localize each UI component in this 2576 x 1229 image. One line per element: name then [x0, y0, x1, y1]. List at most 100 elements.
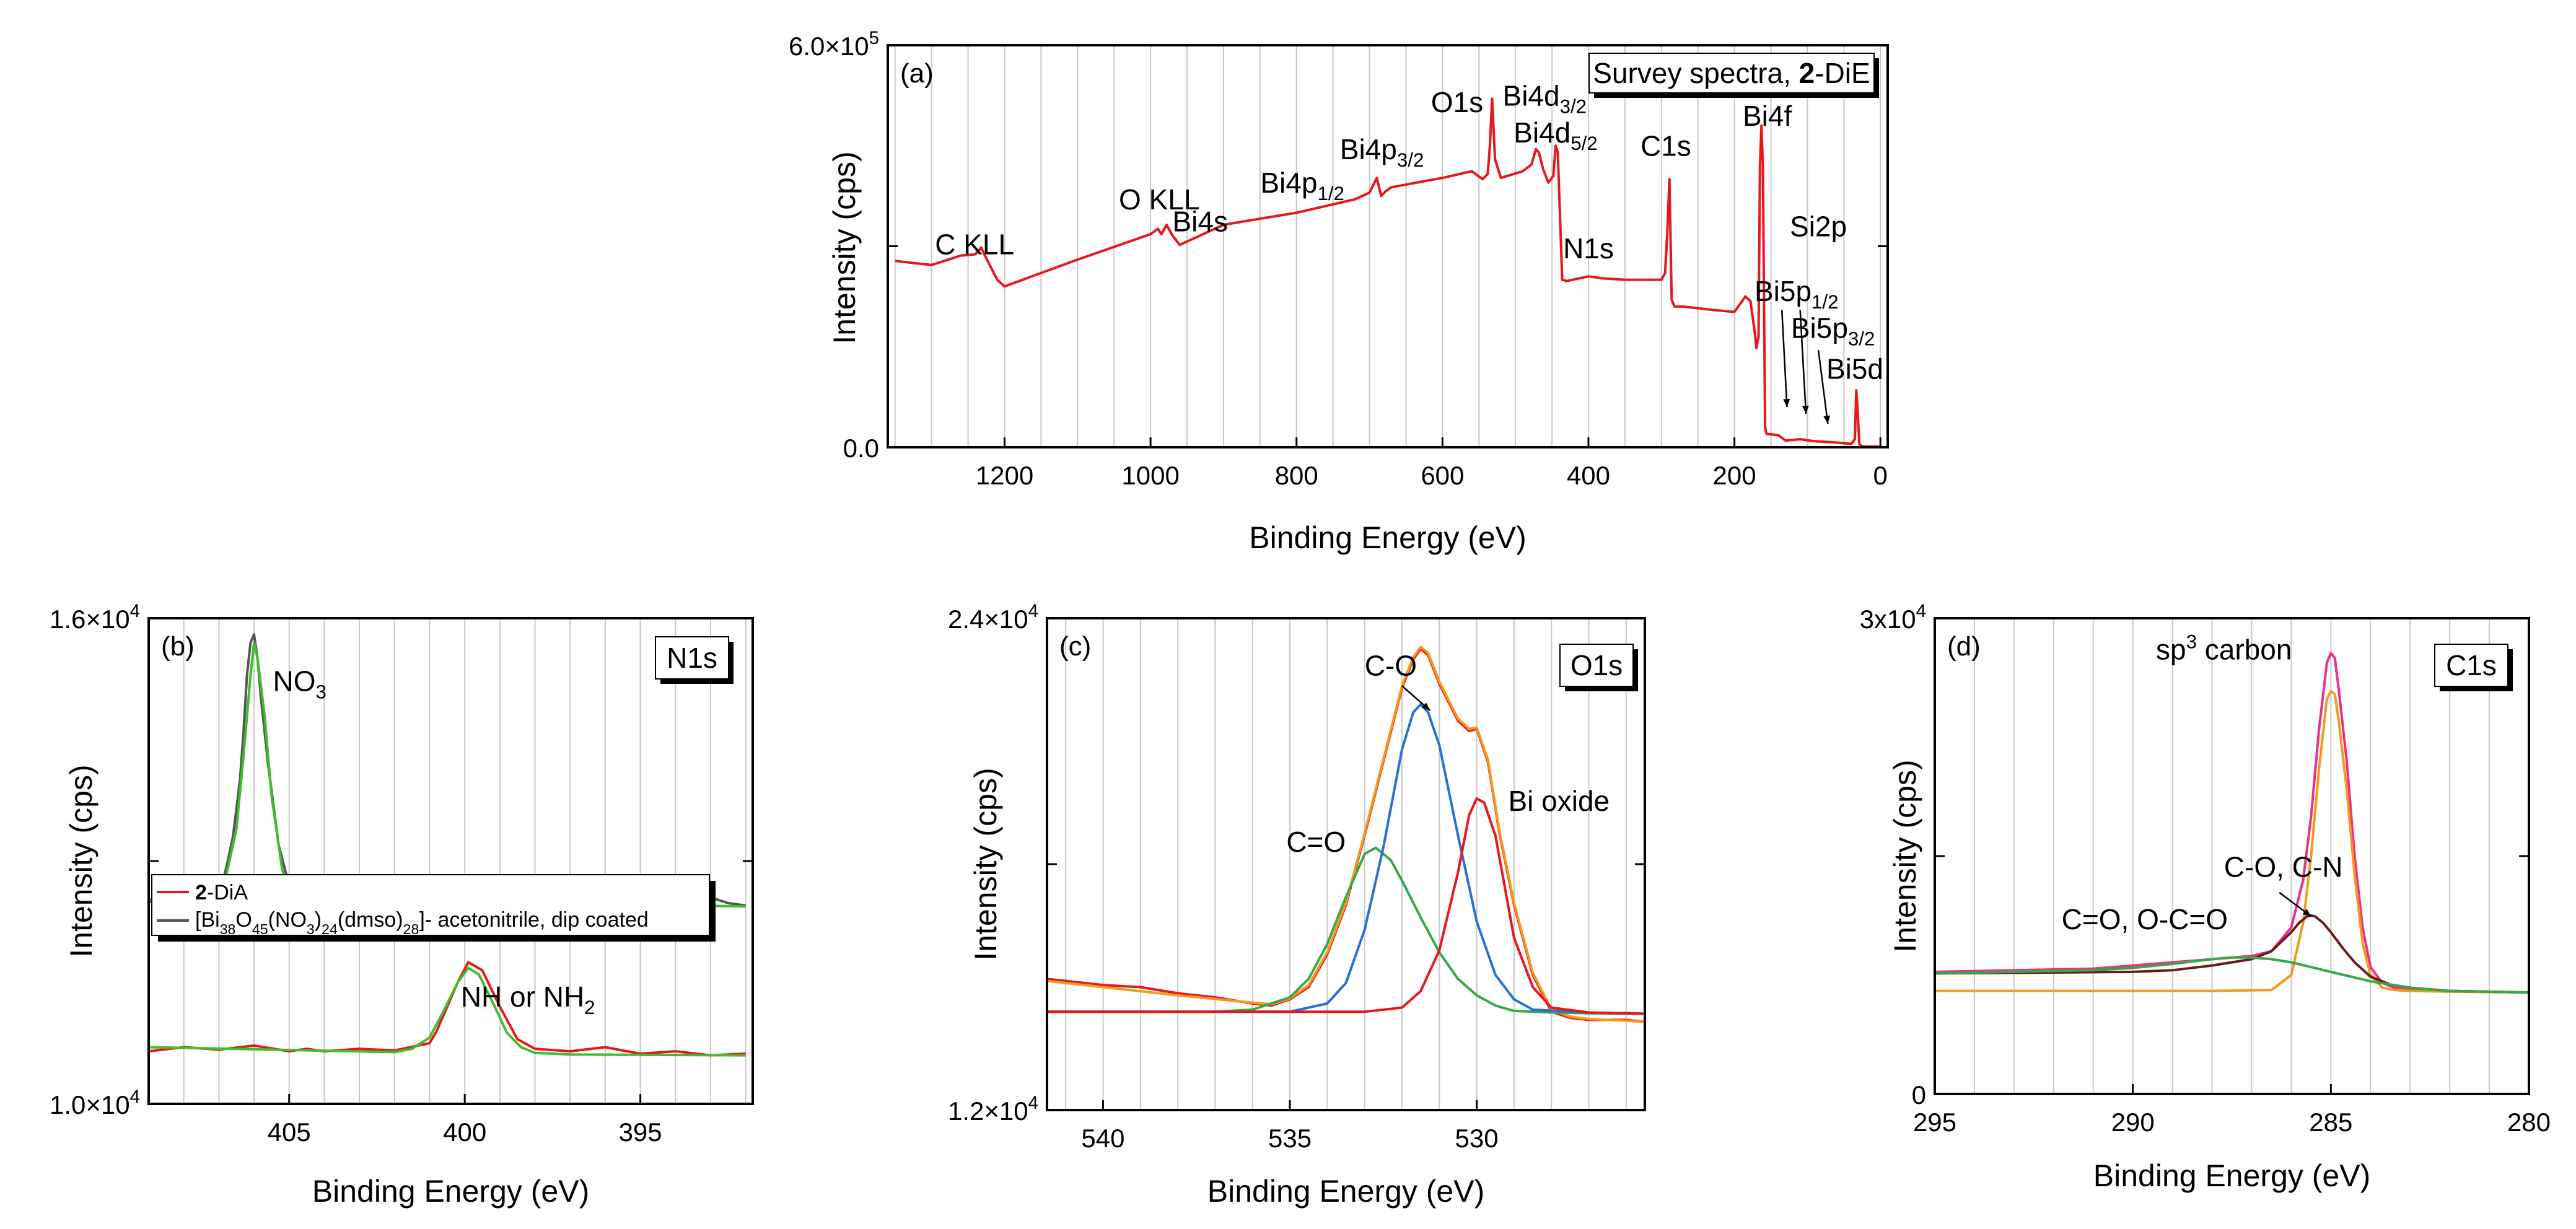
series-line-2: [1935, 689, 2529, 994]
x-tick-label: 285: [2309, 1108, 2352, 1137]
series-line-1: [1935, 652, 2529, 994]
y-axis-label: Intensity (cps): [1888, 759, 1922, 952]
peak-annotation: Bi5d: [1826, 353, 1883, 385]
x-tick-label: 400: [443, 1117, 486, 1147]
arrow-head: [1823, 415, 1831, 424]
annotation-arrow: [1817, 349, 1829, 424]
y-axis-label: Intensity (cps): [64, 764, 99, 957]
gridlines: [1934, 618, 2530, 1094]
x-tick-label: 1000: [1121, 461, 1179, 490]
peak-annotation: Bi oxide: [1508, 785, 1610, 817]
y-tick-label: 3x104: [1860, 601, 1926, 634]
gridlines: [148, 618, 747, 1104]
peak-annotation: Bi4d5/2: [1514, 116, 1598, 154]
panel-label: (a): [900, 58, 934, 89]
x-tick-label: 290: [2111, 1108, 2155, 1137]
x-tick-label: 1200: [976, 461, 1033, 490]
peak-annotation: O1s: [1431, 86, 1483, 118]
series-line-1: [895, 97, 1881, 447]
peak-annotation: Bi4s: [1172, 206, 1227, 238]
panel-title: O1s: [1571, 649, 1623, 681]
y-tick-label: 2.4×104: [948, 601, 1038, 634]
y-tick-label: 6.0×105: [789, 28, 879, 61]
x-axis-label: Binding Energy (eV): [1207, 1174, 1484, 1209]
legend: 2-DiA [Bi38O45(NO3)24(dmso)28]- acetonitr…: [151, 874, 710, 937]
panel-a-survey-spectrum: 1200 1000 800 600 400 200 0 0.0 6.0×105 Binding E…: [789, 28, 1889, 555]
x-tick-label: 0: [1873, 461, 1888, 490]
x-tick-label: 530: [1455, 1124, 1499, 1153]
peak-annotation: C=O: [1286, 826, 1346, 858]
peak-annotation: C KLL: [935, 228, 1014, 260]
title-box: [1559, 644, 1634, 687]
x-tick-label: 800: [1275, 461, 1318, 490]
y-tick-label: 1.6×104: [50, 601, 140, 634]
peak-annotation: Bi4d3/2: [1503, 79, 1587, 117]
panel-c-o1s-spectrum: 540 535 530 1.2×104 2.4×104 Binding Energy (e…: [948, 601, 1646, 1209]
peak-annotation: NO3: [273, 665, 326, 703]
series-line-3: [1047, 846, 1645, 1015]
annotation-arrow: [1781, 310, 1788, 408]
x-tick-label: 400: [1567, 461, 1610, 490]
axes-frame: [1046, 617, 1646, 1111]
panel-title: Survey spectra, 2-DiE: [1593, 57, 1870, 89]
y-tick-label: 0: [1912, 1080, 1926, 1109]
arrow-head: [1783, 398, 1790, 408]
y-tick-label: 0.0: [843, 434, 879, 463]
peak-annotation: C=O, O-C=O: [2062, 903, 2228, 935]
peak-annotation: C-O, C-N: [2224, 851, 2343, 883]
panel-label: (d): [1947, 631, 1981, 662]
peak-annotation: NH or NH2: [461, 981, 595, 1018]
axes-frame: [147, 617, 754, 1105]
peak-annotation: N1s: [1563, 232, 1614, 265]
axes-frame: [887, 44, 1889, 448]
panel-label: (b): [161, 631, 195, 662]
x-tick-label: 280: [2507, 1108, 2551, 1137]
peak-annotation: Bi4p1/2: [1260, 167, 1344, 204]
series-line-2: [149, 966, 746, 1057]
x-tick-label: 535: [1268, 1124, 1312, 1153]
x-axis-label: Binding Energy (eV): [2093, 1158, 2370, 1193]
peak-annotation: Bi4p3/2: [1340, 133, 1424, 171]
x-tick-label: 200: [1713, 461, 1756, 490]
title-box: [1588, 53, 1875, 94]
series-line-1: [1047, 647, 1645, 1023]
panel-b-n1s-spectrum: 405 400 395 1.0×104 1.6×104 Binding Energy (e…: [50, 601, 754, 1209]
x-tick-label: 600: [1421, 461, 1464, 490]
series-line-5: [1047, 797, 1645, 1015]
panel-title: C1s: [2446, 649, 2497, 681]
series-line-3: [1935, 914, 2529, 994]
panel-label: (c): [1059, 631, 1091, 662]
x-tick-label: 395: [619, 1117, 662, 1147]
series-line-2: [1047, 645, 1645, 1023]
x-tick-label: 540: [1081, 1124, 1124, 1153]
y-tick-label: 1.2×104: [948, 1093, 1038, 1126]
series-line-1: [149, 961, 746, 1057]
x-axis-label: Binding Energy (eV): [312, 1174, 589, 1209]
arrow-head: [1421, 702, 1430, 711]
peak-annotation: sp3 carbon: [2156, 631, 2292, 666]
legend-box: [151, 874, 710, 936]
annotation-arrow: [1799, 310, 1807, 414]
x-tick-label: 405: [268, 1117, 311, 1147]
series-line-4: [1935, 956, 2529, 994]
legend-entry: 2-DiA: [195, 881, 248, 904]
peak-annotation: Bi4f: [1743, 100, 1792, 132]
peak-annotation: O KLL: [1119, 183, 1199, 216]
y-axis-label: Intensity (cps): [968, 768, 1003, 960]
series-line-4: [1047, 703, 1645, 1015]
peak-annotation: Bi5p3/2: [1791, 312, 1875, 350]
x-tick-label: 295: [1913, 1108, 1956, 1137]
peak-annotation: C-O: [1365, 650, 1417, 682]
gridlines: [1065, 618, 1627, 1110]
peak-annotation: C1s: [1641, 129, 1691, 162]
legend-entry: [Bi38O45(NO3)24(dmso)28]- acetonitrile, …: [195, 908, 649, 937]
arrow-head: [1802, 405, 1809, 414]
series-line-4: [149, 641, 746, 908]
arrow-head: [2302, 909, 2311, 917]
peak-annotation: Si2p: [1790, 210, 1847, 242]
x-axis-label: Binding Energy (eV): [1249, 520, 1526, 555]
y-axis-label: Intensity (cps): [827, 151, 862, 344]
y-tick-label: 1.0×104: [50, 1087, 140, 1119]
title-box: [655, 636, 729, 680]
